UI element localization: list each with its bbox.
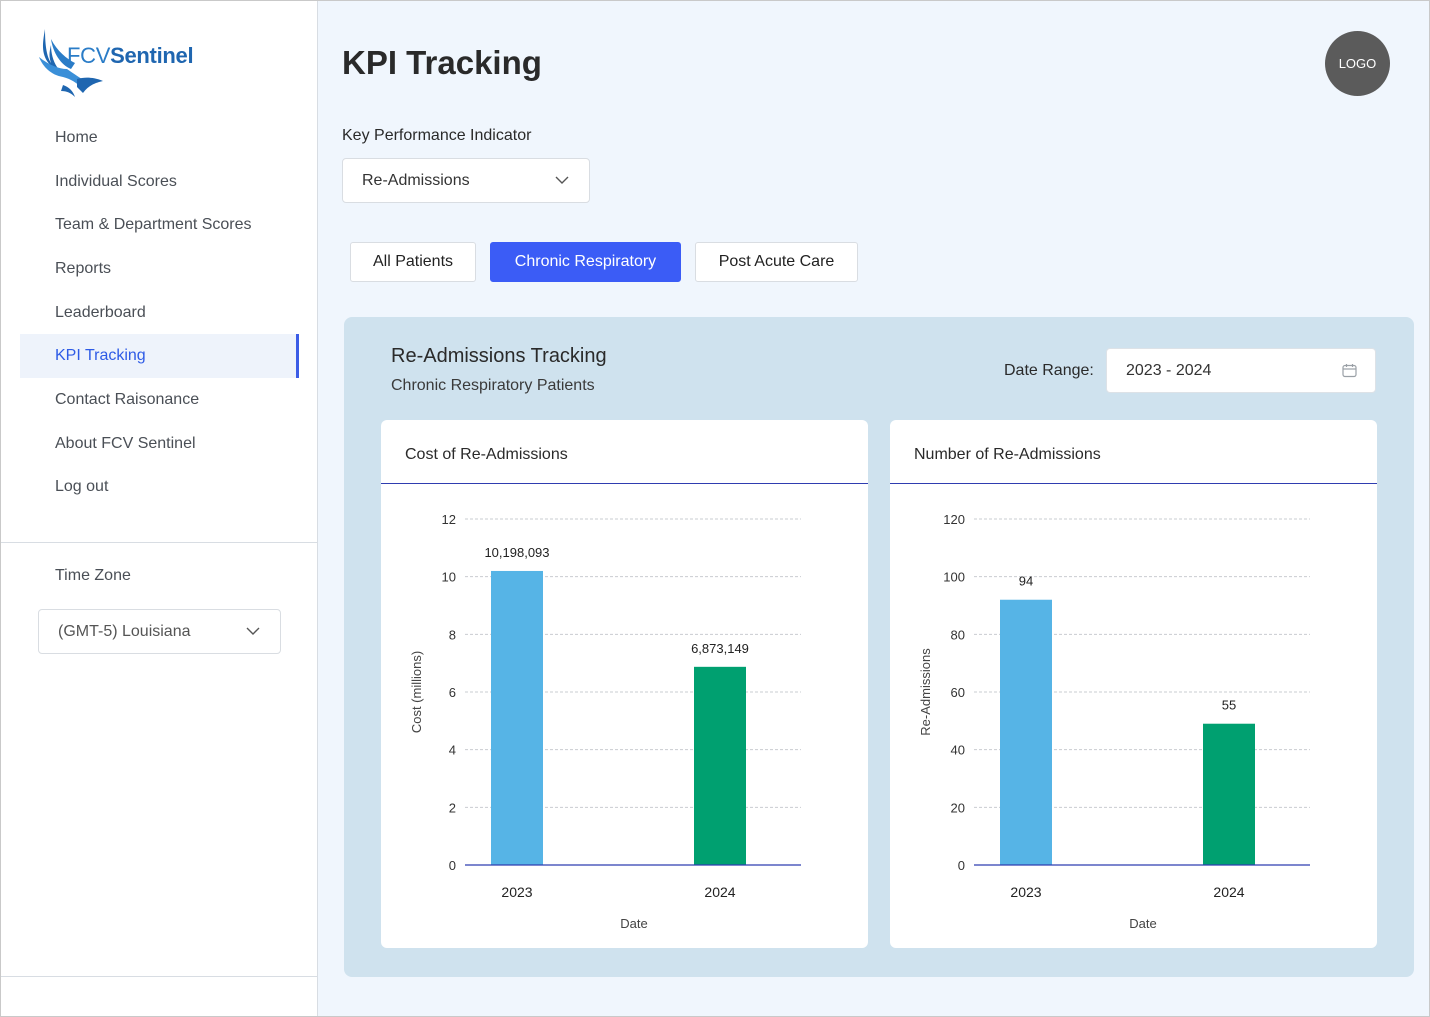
sidebar-item-reports[interactable]: Reports	[55, 259, 112, 277]
count-bar-chart: 0 20 40 60 80 100 120 94 2023 55 2024 Date Re-Admiss…	[918, 512, 1310, 931]
logo-placeholder: LOGO	[1325, 31, 1390, 96]
y-tick-label: 12	[442, 512, 456, 527]
bar-2023	[491, 570, 543, 865]
bar-2023	[1000, 599, 1052, 865]
sidebar-nav: Home Individual Scores Team & Department…	[20, 116, 299, 509]
y-tick-label: 40	[951, 743, 965, 758]
x-axis-title: Date	[1129, 916, 1156, 931]
eagle-icon	[39, 29, 103, 97]
date-range-input[interactable]: 2023 - 2024	[1106, 348, 1376, 393]
x-tick-label: 2023	[501, 884, 532, 900]
panel-subtitle: Chronic Respiratory Patients	[391, 377, 595, 394]
data-label: 10,198,093	[484, 545, 549, 560]
chart-title: Cost of Re-Admissions	[405, 446, 568, 463]
panel-title: Re-Admissions Tracking	[391, 345, 607, 367]
x-axis-title: Date	[620, 916, 647, 931]
y-tick-label: 100	[943, 570, 965, 585]
kpi-selected-value: Re-Admissions	[362, 171, 470, 189]
x-tick-label: 2024	[1213, 884, 1244, 900]
data-label: 94	[1019, 574, 1033, 589]
cost-bar-chart: 0 2 4 6 8 10 12 10,198,093 2023 6,873,149 2024 Date…	[409, 512, 801, 931]
chart-card-cost: Cost of Re-Admissions 0 2 4 6 8 10 12 10,198,09…	[381, 420, 868, 948]
data-label: 6,873,149	[691, 641, 749, 656]
sidebar-item-home[interactable]: Home	[55, 128, 98, 146]
tab-post-acute-care[interactable]: Post Acute Care	[695, 242, 858, 282]
timezone-value: (GMT-5) Louisiana	[58, 622, 191, 640]
sidebar-item-kpi-tracking[interactable]: KPI Tracking	[20, 334, 299, 379]
y-tick-label: 120	[943, 512, 965, 527]
kpi-select[interactable]: Re-Admissions	[342, 158, 590, 203]
sidebar-bottom-divider	[1, 976, 318, 977]
y-tick-label: 20	[951, 800, 965, 815]
chart-card-count: Number of Re-Admissions 0 20 40 60 80 100 120 9…	[890, 420, 1377, 948]
card-divider	[890, 483, 1377, 484]
date-range-value: 2023 - 2024	[1126, 361, 1212, 379]
brand-logo[interactable]: FCVSentinel	[37, 27, 217, 99]
chart-title: Number of Re-Admissions	[914, 446, 1101, 463]
bar-2024	[694, 666, 746, 865]
chevron-down-icon	[555, 176, 569, 184]
x-tick-label: 2023	[1010, 884, 1041, 900]
chevron-down-icon	[246, 627, 260, 635]
tracking-panel: Re-Admissions Tracking Chronic Respirato…	[344, 317, 1414, 977]
brand-wordmark: FCVSentinel	[67, 43, 194, 68]
sidebar-item-log-out[interactable]: Log out	[55, 478, 109, 496]
calendar-icon[interactable]	[1342, 363, 1357, 378]
timezone-label: Time Zone	[55, 567, 131, 584]
page-title: KPI Tracking	[342, 44, 542, 81]
bar-2024	[1203, 723, 1255, 865]
sidebar-item-team-department-scores[interactable]: Team & Department Scores	[55, 216, 252, 234]
sidebar-item-about[interactable]: About FCV Sentinel	[55, 434, 196, 452]
sidebar-item-contact-raisonance[interactable]: Contact Raisonance	[55, 390, 200, 408]
y-tick-label: 10	[442, 570, 456, 585]
card-divider	[381, 483, 868, 484]
y-tick-label: 8	[449, 627, 456, 642]
patient-group-tabs: All Patients Chronic Respiratory Post Ac…	[350, 242, 858, 282]
y-axis-title: Re-Admissions	[918, 648, 933, 736]
sidebar-divider	[1, 542, 318, 543]
date-range-label: Date Range:	[1004, 362, 1094, 379]
y-axis-title: Cost (millions)	[409, 651, 424, 733]
tab-chronic-respiratory[interactable]: Chronic Respiratory	[490, 242, 681, 282]
sidebar-item-individual-scores[interactable]: Individual Scores	[55, 172, 177, 190]
timezone-select[interactable]: (GMT-5) Louisiana	[38, 609, 281, 654]
y-tick-label: 0	[449, 858, 456, 873]
y-tick-label: 0	[958, 858, 965, 873]
x-tick-label: 2024	[704, 884, 735, 900]
tab-all-patients[interactable]: All Patients	[350, 242, 476, 282]
kpi-label: Key Performance Indicator	[342, 127, 532, 144]
sidebar-item-leaderboard[interactable]: Leaderboard	[55, 303, 146, 321]
y-tick-label: 80	[951, 627, 965, 642]
y-tick-label: 60	[951, 685, 965, 700]
y-tick-label: 4	[449, 743, 456, 758]
y-tick-label: 6	[449, 685, 456, 700]
sidebar: FCVSentinel Home Individual Scores Team …	[1, 1, 318, 1016]
y-tick-label: 2	[449, 800, 456, 815]
data-label: 55	[1222, 698, 1236, 713]
